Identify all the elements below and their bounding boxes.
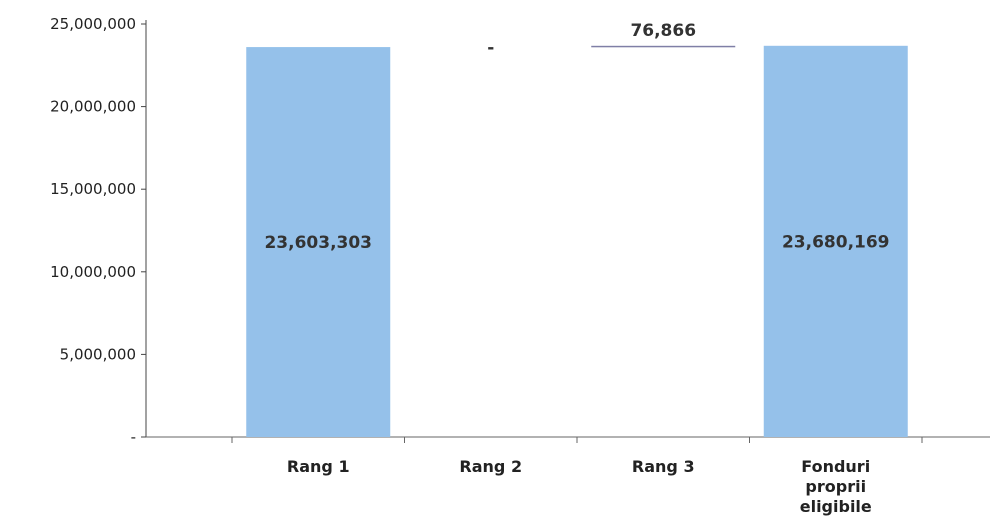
category-label: Fonduri proprii eligibile — [800, 457, 872, 516]
data-label: 23,680,169 — [782, 232, 890, 252]
y-tick-label: 10,000,000 — [50, 263, 136, 281]
category-label: Rang 3 — [632, 457, 695, 476]
y-tick-label: 25,000,000 — [50, 15, 136, 33]
bar-increment — [591, 45, 736, 48]
y-tick-label: 20,000,000 — [50, 98, 136, 116]
data-label: 23,603,303 — [264, 233, 372, 253]
data-label: 76,866 — [630, 21, 696, 41]
y-axis-ticks: - 5,000,000 10,000,000 15,000,000 20,000,000… — [50, 15, 146, 446]
category-label: Rang 2 — [459, 457, 522, 476]
y-tick-label: 15,000,000 — [50, 180, 136, 198]
x-axis-labels: Rang 1 Rang 2 Rang 3 Fonduri proprii eligibil… — [287, 457, 872, 516]
y-tick-label: 5,000,000 — [60, 345, 136, 363]
bar — [246, 47, 391, 438]
bars: 23,603,303 - 76,866 23,680,169 — [246, 21, 908, 438]
bar — [763, 45, 908, 437]
data-label: - — [487, 38, 494, 58]
y-tick-label: - — [131, 428, 136, 446]
category-label: Rang 1 — [287, 457, 350, 476]
